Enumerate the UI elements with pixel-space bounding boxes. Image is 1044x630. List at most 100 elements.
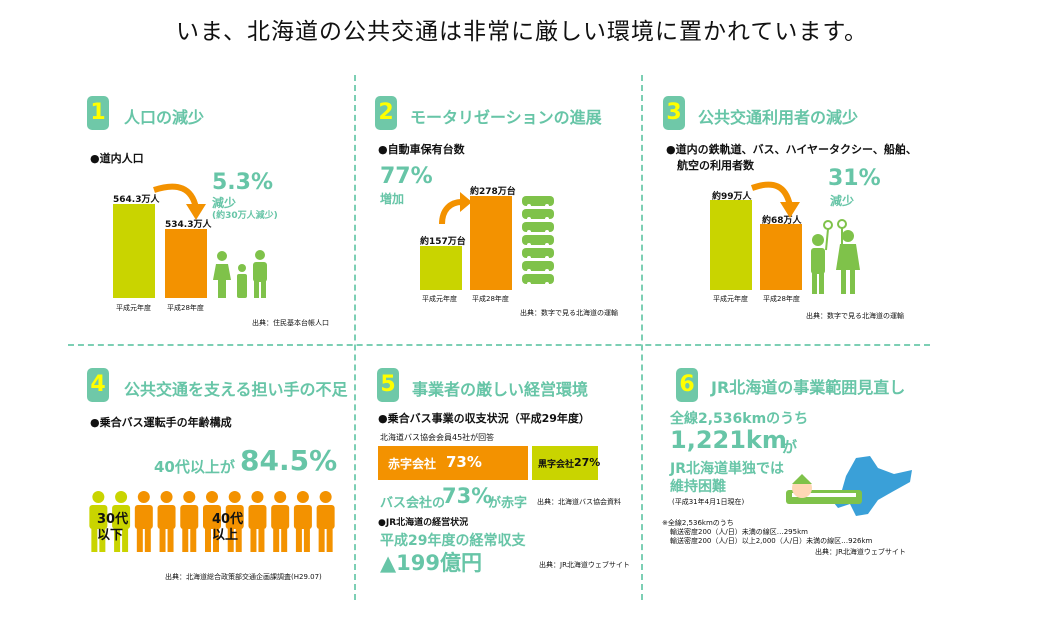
panel-title: 人口の減少: [124, 108, 205, 127]
balance-bar: 赤字会社 73% 黒字会社 27%: [378, 446, 601, 480]
bar2-year-label: 平成28年度: [472, 295, 509, 303]
curved-arrow-icon: [153, 183, 206, 220]
note1: ※全線2,536kmのうち: [662, 519, 734, 527]
driver-older-figure: [157, 491, 176, 552]
source-note: 出典：数字で見る北海道の運輸: [520, 309, 618, 317]
divider-horizontal: [68, 344, 930, 346]
source-note: 出典：北海道総合政策部交通企画課調査(H29.07): [165, 573, 322, 581]
jr-subtitle: ●JR北海道の経営状況: [378, 518, 469, 528]
divider-vertical-2: [641, 75, 643, 600]
bar2-value-label: 約278万台: [470, 187, 516, 197]
change-percent: 77%: [380, 164, 433, 189]
driver-older-figure: [316, 491, 335, 552]
panel-title: JR北海道の事業範囲見直し: [711, 378, 906, 397]
bar-heisei1: [420, 246, 462, 290]
curved-arrow-icon: [439, 192, 472, 225]
summary-prefix: バス会社の: [380, 496, 446, 511]
hokkaido-train-icon: [786, 456, 912, 516]
change-word: 増加: [380, 192, 405, 206]
driver-older-figure: [225, 491, 244, 552]
change-percent: 5.3%: [212, 170, 274, 195]
panel-number-badge: 1: [87, 96, 109, 130]
old-label-1: 40代: [212, 512, 244, 527]
divider-vertical-1: [354, 75, 356, 600]
driver-older-figure: [293, 491, 312, 552]
driver-older-figure: [248, 491, 267, 552]
panel-subtitle-line1: ●道内の鉄軌道、バス、ハイヤータクシー、船舶、: [666, 143, 917, 156]
young-label-1: 30代: [97, 512, 129, 527]
bar-heisei28: [760, 224, 802, 290]
source-note-1: 出典：北海道バス協会資料: [537, 498, 621, 506]
panel-subtitle-line2: 航空の利用者数: [677, 159, 754, 172]
surplus-label: 黒字会社: [538, 460, 575, 470]
driver-young-figure: [112, 491, 131, 552]
age-stat-value: 84.5%: [240, 444, 338, 477]
panel-number-badge: 4: [87, 368, 109, 402]
jr-line2: ▲199億円: [380, 551, 482, 575]
surplus-segment: [532, 446, 598, 480]
bar2-value-label: 534.3万人: [165, 220, 212, 230]
bar2-value-label: 約68万人: [762, 216, 802, 226]
panel-number-badge: 5: [377, 368, 399, 402]
surplus-percent: 27%: [574, 456, 601, 469]
old-label-2: 以上: [212, 528, 239, 543]
summary-suffix: が赤字: [488, 496, 528, 511]
cars-icon: [522, 196, 554, 286]
change-note: (約30万人減少): [212, 211, 278, 221]
driver-young-figure: [89, 491, 108, 552]
source-note: 出典：住民基本台帳人口: [252, 319, 329, 327]
change-word: 減少: [212, 196, 237, 210]
bar1-year-label: 平成元年度: [713, 295, 748, 303]
survey-note: 北海道バス協会会員45社が回答: [380, 433, 495, 442]
summary-percent: 73%: [442, 484, 493, 508]
driver-older-figure: [180, 491, 199, 552]
deficit-percent: 73%: [446, 453, 482, 471]
bar-heisei28: [165, 229, 207, 298]
panel-subtitle: ●乗合バス運転手の年齢構成: [90, 416, 232, 429]
bar1-year-label: 平成元年度: [422, 295, 457, 303]
panel-title: 公共交通を支える担い手の不足: [124, 380, 348, 399]
source-note: 出典：数字で見る北海道の運輸: [806, 312, 904, 320]
source-note-2: 出典：JR北海道ウェブサイト: [539, 561, 630, 569]
bar1-value-label: 約99万人: [712, 192, 752, 202]
panel-number-badge: 2: [375, 96, 397, 130]
line4: 維持困難: [670, 479, 726, 495]
line2-big: 1,221km: [670, 426, 787, 454]
note3: 輸送密度200（人/日）以上2,000（人/日）未満の線区…926km: [670, 537, 873, 545]
bar1-year-label: 平成元年度: [116, 304, 151, 312]
bar2-year-label: 平成28年度: [167, 304, 204, 312]
page-headline: いま、北海道の公共交通は非常に厳しい環境に置かれています。: [175, 19, 869, 45]
age-stat-prefix: 40代以上が: [154, 458, 235, 476]
deficit-label: 赤字会社: [388, 457, 437, 471]
deficit-segment: [378, 446, 528, 480]
panel-number-badge: 3: [663, 96, 685, 130]
family-icon: [213, 250, 267, 298]
driver-older-figure: [271, 491, 290, 552]
panel-title: モータリゼーションの進展: [410, 108, 602, 127]
young-label-2: 以下: [97, 528, 124, 543]
passengers-icon: [811, 219, 860, 294]
line5: (平成31年4月1日現在): [672, 498, 745, 506]
line1: 全線2,536kmのうち: [670, 411, 809, 427]
curved-arrow-icon: [750, 181, 800, 218]
driver-older-figure: [134, 491, 153, 552]
note2: 輸送密度200（人/日）未満の線区…295km: [670, 528, 808, 536]
panel-number-badge: 6: [676, 368, 698, 402]
bar-heisei1: [113, 204, 155, 298]
bar-heisei1: [710, 200, 752, 290]
change-percent: 31%: [828, 166, 881, 191]
jr-line1: 平成29年度の経常収支: [380, 533, 526, 549]
panel-subtitle: ●自動車保有台数: [378, 143, 465, 156]
drivers-icon: [87, 490, 337, 554]
bar2-year-label: 平成28年度: [763, 295, 800, 303]
line2-suffix: が: [782, 438, 798, 456]
panel-subtitle: ●道内人口: [90, 152, 144, 165]
driver-older-figure: [203, 491, 221, 552]
bar-heisei28: [470, 196, 512, 290]
source-note: 出典：JR北海道ウェブサイト: [815, 548, 906, 556]
change-word: 減少: [830, 194, 855, 208]
bar1-value-label: 約157万台: [420, 237, 466, 247]
panel-subtitle: ●乗合バス事業の収支状況（平成29年度）: [378, 412, 590, 425]
panel-title: 事業者の厳しい経営環境: [412, 380, 589, 399]
line3: JR北海道単独では: [670, 461, 784, 477]
